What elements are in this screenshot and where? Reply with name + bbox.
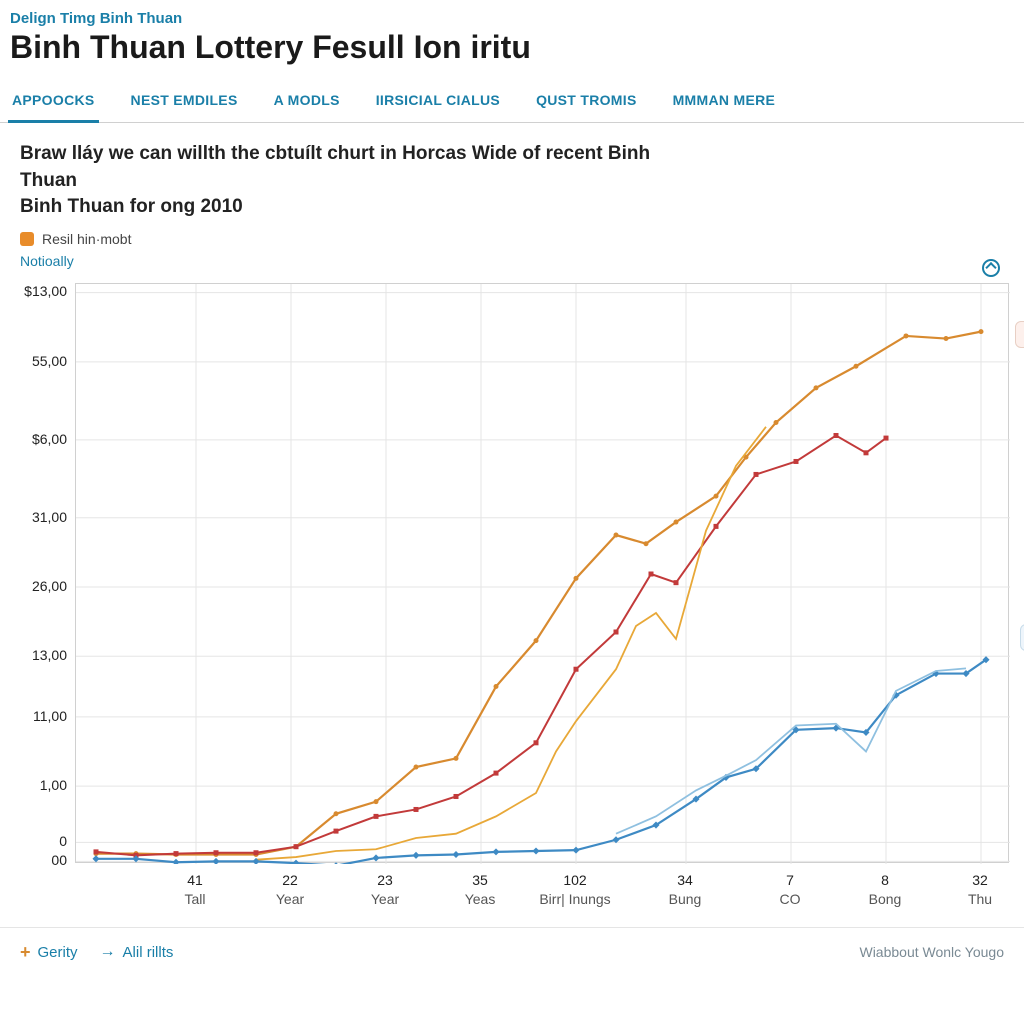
chart-title-line1: Braw lláy we can willth the cbtuílt chur…	[20, 143, 650, 191]
footer-action-0[interactable]: + Gerity	[20, 942, 78, 963]
series-red	[96, 435, 886, 855]
y-tick-label: $13,00	[24, 283, 67, 299]
series-blue	[96, 659, 986, 863]
x-tick-label: 22Year	[276, 871, 304, 910]
plot-container: $13,00 55,00 $6,00 31,00 26,00 13,00 11,00 1,00…	[15, 283, 1009, 923]
y-tick-label: 0	[59, 833, 67, 849]
plus-icon: +	[20, 942, 31, 963]
legend-label: Resil hin·mobt	[42, 231, 131, 247]
page-title: Binh Thuan Lottery Fesull Ion iritu	[10, 29, 1014, 66]
x-axis-labels: 41Tall 22Year 23Year 35Yeas 102Birr| Inungs 3…	[75, 871, 1009, 921]
tab-3[interactable]: IIRSICIAL CIALUS	[372, 84, 504, 122]
tab-0[interactable]: APPOOCKS	[8, 84, 99, 123]
x-tick-label: 41Tall	[184, 871, 205, 910]
data-badge: 222	[1015, 321, 1024, 348]
y-tick-label: 11,00	[33, 708, 67, 724]
y-tick-label: 26,00	[32, 578, 67, 594]
x-tick-label: 8Bong	[869, 871, 902, 910]
x-tick-label: 7CO	[780, 871, 801, 910]
series-orange	[96, 331, 981, 854]
y-axis-labels: $13,00 55,00 $6,00 31,00 26,00 13,00 11,00 1,00…	[15, 283, 75, 863]
tab-4[interactable]: QUST TROMIS	[532, 84, 641, 122]
arrow-icon: →	[100, 943, 116, 961]
x-tick-label: 32Thu	[968, 871, 992, 910]
legend-swatch	[20, 232, 34, 246]
y-tick-label: 1,00	[40, 777, 67, 793]
breadcrumb[interactable]: Delign Timg Binh Thuan	[10, 10, 1014, 27]
sub-link[interactable]: Notioally	[20, 253, 1004, 269]
footer-action-label: Gerity	[38, 944, 78, 961]
plot-frame	[75, 283, 1009, 863]
plot-svg	[76, 284, 1010, 864]
data-badge: 216	[1020, 624, 1024, 651]
y-tick-label: 00	[51, 852, 67, 868]
tab-2[interactable]: A MODLS	[270, 84, 344, 122]
footer-action-1[interactable]: → Alil rillts	[100, 943, 174, 961]
tab-5[interactable]: MMMAN MERE	[669, 84, 780, 122]
footer-action-label: Alil rillts	[123, 944, 174, 961]
y-tick-label: 31,00	[32, 509, 67, 525]
tabs-container: APPOOCKS NEST EMDILES A MODLS IIRSICIAL CIA…	[0, 84, 1024, 123]
footer-right: Wiabbout Wonlc Yougo	[859, 944, 1004, 960]
x-tick-label: 34Bung	[669, 871, 702, 910]
chart-area: $13,00 55,00 $6,00 31,00 26,00 13,00 11,00 1,00…	[0, 283, 1024, 923]
footer: + Gerity → Alil rillts Wiabbout Wonlc Yougo	[0, 927, 1024, 973]
tab-1[interactable]: NEST EMDILES	[127, 84, 242, 122]
y-tick-label: 55,00	[32, 353, 67, 369]
chart-title-line2: Binh Thuan for ong 2010	[20, 196, 243, 217]
y-tick-label: 13,00	[32, 647, 67, 663]
footer-left: + Gerity → Alil rillts	[20, 942, 173, 963]
chart-header: Braw lláy we can willth the cbtuílt chur…	[0, 123, 1024, 277]
x-tick-label: 35Yeas	[465, 871, 496, 910]
y-tick-label: $6,00	[32, 431, 67, 447]
x-tick-label: 102Birr| Inungs	[539, 871, 610, 910]
x-tick-label: 23Year	[371, 871, 399, 910]
legend-row: Resil hin·mobt	[20, 231, 1004, 247]
chart-title: Braw lláy we can willth the cbtuílt chur…	[20, 141, 700, 221]
chart-action-icon[interactable]	[982, 259, 1000, 277]
